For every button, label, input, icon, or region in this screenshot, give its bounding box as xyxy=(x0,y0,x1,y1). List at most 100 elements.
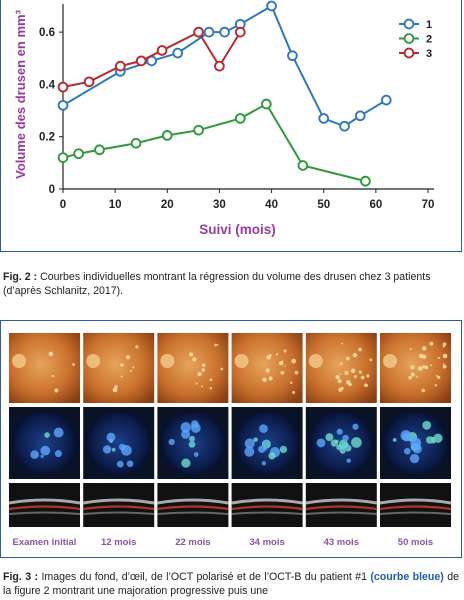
rpe-layer xyxy=(157,505,229,511)
druse-spot xyxy=(421,368,423,370)
figure-3-caption: Fig. 3 : Images du fond, d’œil, de l’OCT… xyxy=(3,570,459,598)
druse-spot xyxy=(366,374,370,378)
series-2-point xyxy=(130,137,142,149)
oct-b-scan xyxy=(380,483,451,527)
druse-spot xyxy=(290,381,293,385)
series-1-point xyxy=(57,99,69,111)
oct-blob xyxy=(40,445,51,456)
druse-spot xyxy=(197,371,202,377)
druse-spot xyxy=(132,366,135,369)
druse-spot xyxy=(292,390,296,394)
oct-blob xyxy=(263,440,268,445)
series-2-point xyxy=(57,152,69,163)
oct-enface-disc xyxy=(11,410,78,476)
druse-spot xyxy=(201,363,206,367)
choroid-layer xyxy=(379,511,452,515)
oct-blob xyxy=(336,428,343,435)
druse-spot xyxy=(120,375,123,378)
druse-spot xyxy=(281,360,284,363)
oct-blob xyxy=(30,450,39,459)
series-2-point xyxy=(193,124,204,136)
x-tick-label: 70 xyxy=(422,199,435,211)
oct-blob xyxy=(244,446,255,457)
oct-blob xyxy=(422,420,432,430)
druse-spot xyxy=(294,370,299,375)
series-2-point xyxy=(94,144,105,156)
legend-1-label: 1 xyxy=(426,19,432,31)
oct-blob xyxy=(40,454,44,458)
druse-spot xyxy=(408,375,412,380)
druse-spot xyxy=(353,375,357,379)
druse-spot xyxy=(192,357,197,362)
druse-spot xyxy=(437,356,440,359)
figure-2-frame: 0 10 20 30 40 50 60 70 0 0.2 0.4 0.6 Suivi (mois) Vol… xyxy=(0,0,462,252)
druse-spot xyxy=(54,388,59,393)
druse-spot xyxy=(421,346,427,351)
druse-spot xyxy=(344,370,349,375)
figure-2-label: Fig. 2 : xyxy=(3,271,38,283)
druse-spot xyxy=(284,365,286,367)
fundus-image xyxy=(157,333,229,403)
oct-blob xyxy=(111,447,116,452)
druse-spot xyxy=(72,363,76,366)
series-3-point xyxy=(115,60,126,72)
optic-disc xyxy=(383,354,397,368)
figure-3-caption-text-a: Images du fond, d’œil, de l’OCT polarisé… xyxy=(38,571,371,583)
druse-spot xyxy=(442,345,445,348)
timepoint-label: 34 mois xyxy=(249,537,284,548)
timepoint-label: 50 mois xyxy=(398,537,433,548)
druse-spot xyxy=(125,355,131,360)
series-3-point xyxy=(135,55,147,67)
retina-layer xyxy=(305,498,378,505)
figure-3-frame: Examen initial 12 mois 22 mois 34 mois 43 mo… xyxy=(0,320,462,558)
series-1-point xyxy=(266,0,277,12)
oct-blob xyxy=(244,438,255,449)
druse-spot xyxy=(360,375,365,380)
series-1-point xyxy=(172,47,184,59)
choroid-layer xyxy=(157,511,229,515)
oct-b-scan xyxy=(83,483,155,527)
figure-2-caption-text: Courbes individuelles montrant la régres… xyxy=(3,271,431,297)
y-axis-label: Volume des drusen en mm³ xyxy=(13,9,28,178)
oct-blob xyxy=(351,437,362,448)
druse-spot xyxy=(335,374,340,380)
druse-spot xyxy=(112,387,118,393)
druse-spot xyxy=(430,364,432,367)
series-2-point xyxy=(360,175,371,187)
series-2-point xyxy=(261,98,272,110)
druse-spot xyxy=(220,367,223,371)
series-3-point xyxy=(156,45,168,56)
figure-3-caption-text-b: de la figure 2 montrant une majoration p… xyxy=(3,571,459,597)
druse-spot xyxy=(341,342,344,345)
oct-blob xyxy=(261,461,267,466)
series-3-point xyxy=(234,26,246,38)
druse-spot xyxy=(129,370,132,373)
oct-blob xyxy=(116,460,124,468)
druse-spot xyxy=(340,362,343,365)
druse-spot xyxy=(442,342,447,346)
figure-3-label: Fig. 3 : xyxy=(3,571,39,583)
druse-spot xyxy=(209,378,213,382)
druse-spot xyxy=(340,386,344,390)
druse-spot xyxy=(418,353,424,359)
druse-spot xyxy=(410,372,415,377)
druse-spot xyxy=(275,353,279,356)
series-2-point xyxy=(297,160,309,171)
choroid-layer xyxy=(231,511,303,515)
druse-spot xyxy=(409,348,412,351)
drusen-volume-chart: 0 10 20 30 40 50 60 70 0 0.2 0.4 0.6 Suivi (mois) Vol… xyxy=(13,0,435,237)
retina-layer xyxy=(82,498,155,505)
oct-blob xyxy=(126,460,134,468)
optic-disc xyxy=(12,354,26,368)
druse-spot xyxy=(195,382,198,385)
series-2-point xyxy=(73,148,84,160)
series-3-line xyxy=(62,30,242,89)
choroid-layer xyxy=(83,511,155,515)
rpe-layer xyxy=(305,505,377,511)
oct-b-scan xyxy=(9,483,80,527)
oct-blob xyxy=(102,445,112,454)
druse-spot xyxy=(415,375,418,378)
rpe-layer xyxy=(8,505,81,511)
series-3-point xyxy=(214,60,225,72)
druse-spot xyxy=(291,358,297,364)
